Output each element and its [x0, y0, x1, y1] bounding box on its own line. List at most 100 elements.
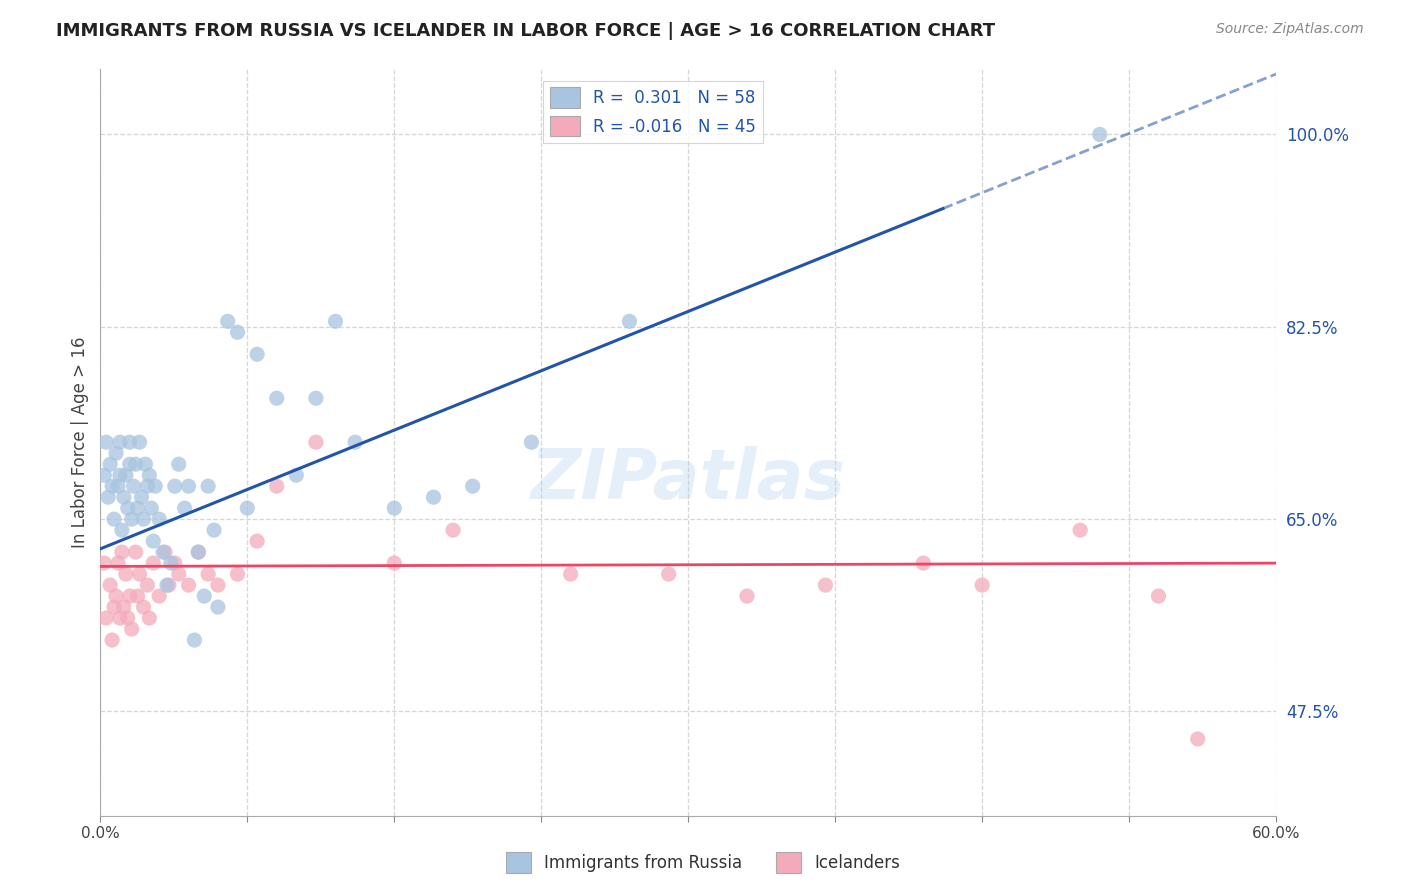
Point: [103, 512, 125, 526]
Point: [177, 578, 200, 592]
Point: [236, 501, 259, 516]
Point: [117, 611, 139, 625]
Y-axis label: In Labor Force | Age > 16: In Labor Force | Age > 16: [72, 336, 89, 548]
Point: [207, 600, 229, 615]
Point: [193, 589, 215, 603]
Point: [111, 523, 134, 537]
Point: [305, 435, 328, 450]
Point: [619, 314, 641, 328]
Point: [1147, 589, 1170, 603]
Point: [107, 556, 129, 570]
Point: [124, 545, 146, 559]
Point: [142, 534, 165, 549]
Point: [132, 512, 155, 526]
Point: [118, 435, 141, 450]
Point: [560, 567, 582, 582]
Point: [96, 435, 118, 450]
Point: [972, 578, 994, 592]
Point: [163, 556, 186, 570]
Point: [156, 578, 179, 592]
Point: [142, 556, 165, 570]
Point: [226, 567, 249, 582]
Point: [136, 578, 159, 592]
Point: [96, 611, 118, 625]
Point: [187, 545, 209, 559]
Point: [127, 589, 149, 603]
Point: [382, 501, 405, 516]
Point: [187, 545, 209, 559]
Point: [141, 501, 163, 516]
Point: [98, 457, 121, 471]
Point: [167, 457, 190, 471]
Point: [167, 567, 190, 582]
Point: [183, 633, 205, 648]
Point: [121, 512, 143, 526]
Point: [117, 501, 139, 516]
Point: [101, 479, 124, 493]
Point: [1069, 523, 1091, 537]
Point: [344, 435, 367, 450]
Point: [148, 512, 170, 526]
Point: [98, 578, 121, 592]
Point: [814, 578, 837, 592]
Point: [105, 589, 128, 603]
Point: [105, 446, 128, 460]
Point: [136, 479, 159, 493]
Point: [153, 545, 176, 559]
Legend: R =  0.301   N = 58, R = -0.016   N = 45: R = 0.301 N = 58, R = -0.016 N = 45: [543, 80, 762, 143]
Text: IMMIGRANTS FROM RUSSIA VS ICELANDER IN LABOR FORCE | AGE > 16 CORRELATION CHART: IMMIGRANTS FROM RUSSIA VS ICELANDER IN L…: [56, 22, 995, 40]
Point: [305, 391, 328, 405]
Point: [108, 468, 131, 483]
Point: [138, 468, 160, 483]
Point: [207, 578, 229, 592]
Point: [107, 479, 129, 493]
Point: [118, 457, 141, 471]
Point: [93, 556, 115, 570]
Point: [112, 490, 135, 504]
Point: [461, 479, 484, 493]
Point: [912, 556, 935, 570]
Text: ZIPatlas: ZIPatlas: [530, 446, 846, 513]
Point: [118, 589, 141, 603]
Point: [128, 435, 150, 450]
Point: [1088, 128, 1111, 142]
Text: Source: ZipAtlas.com: Source: ZipAtlas.com: [1216, 22, 1364, 37]
Point: [127, 501, 149, 516]
Point: [226, 326, 249, 340]
Point: [217, 314, 239, 328]
Point: [285, 468, 308, 483]
Point: [422, 490, 444, 504]
Point: [325, 314, 347, 328]
Point: [246, 347, 269, 361]
Point: [93, 468, 115, 483]
Point: [163, 479, 186, 493]
Point: [177, 479, 200, 493]
Point: [152, 545, 174, 559]
Point: [441, 523, 464, 537]
Point: [114, 468, 136, 483]
Point: [138, 611, 160, 625]
Point: [157, 578, 180, 592]
Point: [1187, 731, 1209, 746]
Point: [658, 567, 681, 582]
Point: [266, 479, 288, 493]
Point: [266, 391, 288, 405]
Point: [202, 523, 225, 537]
Point: [108, 435, 131, 450]
Point: [197, 567, 219, 582]
Point: [103, 600, 125, 615]
Point: [122, 479, 145, 493]
Point: [134, 457, 156, 471]
Legend: Immigrants from Russia, Icelanders: Immigrants from Russia, Icelanders: [499, 846, 907, 880]
Point: [121, 622, 143, 636]
Point: [143, 479, 166, 493]
Point: [108, 611, 131, 625]
Point: [382, 556, 405, 570]
Point: [128, 567, 150, 582]
Point: [160, 556, 183, 570]
Point: [197, 479, 219, 493]
Point: [112, 600, 135, 615]
Point: [97, 490, 120, 504]
Point: [111, 545, 134, 559]
Point: [520, 435, 543, 450]
